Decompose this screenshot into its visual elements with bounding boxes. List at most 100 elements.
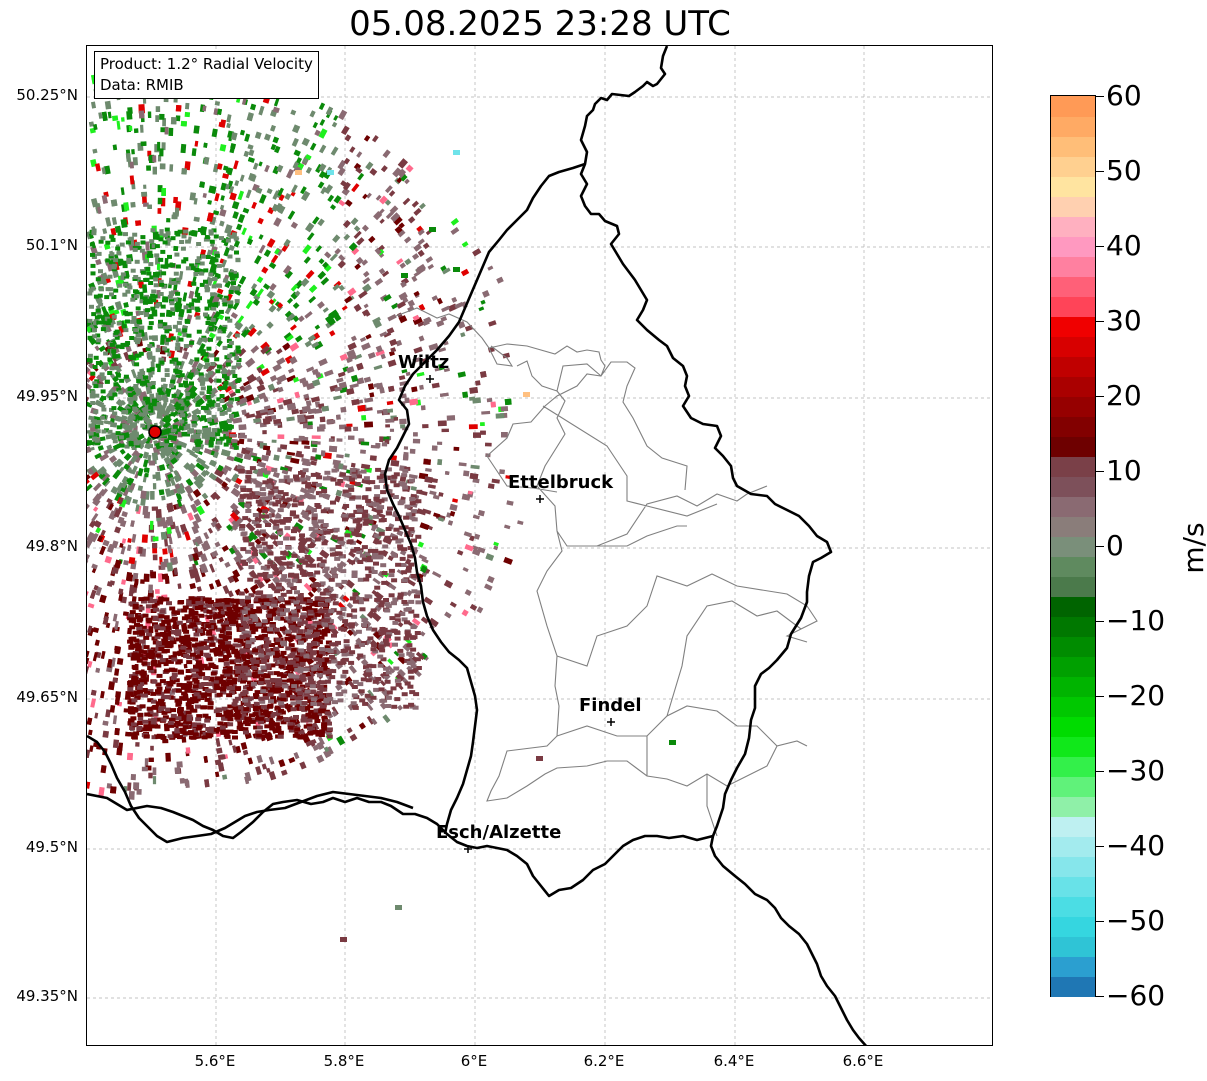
radar-echo bbox=[175, 115, 181, 122]
radar-echo bbox=[247, 327, 257, 337]
radar-echo bbox=[382, 408, 388, 416]
radar-echo bbox=[313, 340, 324, 351]
radar-echo bbox=[148, 626, 154, 634]
radar-echo bbox=[325, 611, 332, 616]
radar-echo bbox=[226, 693, 233, 698]
radar-echo bbox=[303, 256, 311, 264]
radar-echo bbox=[219, 598, 226, 603]
radar-echo bbox=[239, 129, 246, 136]
radar-echo bbox=[207, 376, 215, 384]
radar-echo bbox=[272, 525, 279, 530]
radar-echo bbox=[240, 700, 247, 705]
radar-echo bbox=[238, 434, 247, 439]
radar-echo bbox=[142, 719, 149, 724]
radar-echo bbox=[325, 106, 334, 116]
radar-echo bbox=[305, 382, 315, 391]
radar-echo bbox=[267, 711, 273, 716]
radar-echo bbox=[168, 537, 173, 545]
radar-echo bbox=[231, 730, 238, 734]
radar-echo bbox=[283, 618, 290, 623]
radar-echo bbox=[207, 733, 214, 738]
radar-echo bbox=[450, 227, 460, 235]
radar-echo bbox=[461, 241, 469, 248]
radar-echo bbox=[324, 251, 332, 259]
radar-echo bbox=[296, 680, 303, 685]
radar-echo bbox=[169, 489, 175, 496]
radar-echo bbox=[229, 660, 236, 665]
radar-echo bbox=[127, 782, 132, 791]
radar-echo bbox=[359, 336, 367, 343]
radar-echo bbox=[379, 387, 385, 394]
radar-echo bbox=[121, 579, 127, 585]
radar-echo bbox=[319, 119, 326, 126]
radar-echo bbox=[170, 655, 177, 660]
radar-echo bbox=[211, 606, 218, 611]
radar-echo bbox=[366, 610, 376, 619]
radar-echo bbox=[344, 426, 352, 432]
radar-echo bbox=[160, 561, 166, 570]
radar-echo bbox=[169, 164, 174, 172]
radar-echo bbox=[94, 452, 102, 460]
radar-echo bbox=[107, 503, 114, 511]
radar-echo bbox=[201, 542, 209, 552]
radar-echo bbox=[331, 633, 337, 638]
radar-echo bbox=[469, 386, 479, 394]
radar-echo bbox=[310, 460, 317, 466]
radar-echo bbox=[332, 234, 341, 243]
radar-echo bbox=[223, 465, 232, 472]
radar-echo bbox=[147, 712, 154, 717]
radar-echo bbox=[136, 685, 143, 690]
radar-echo bbox=[256, 384, 264, 392]
radar-echo bbox=[231, 544, 238, 553]
radar-echo bbox=[473, 533, 481, 540]
radar-echo bbox=[170, 457, 178, 465]
radar-echo bbox=[247, 680, 253, 685]
radar-echo bbox=[414, 594, 420, 599]
radar-echo bbox=[356, 474, 362, 479]
radar-echo bbox=[133, 782, 140, 790]
radar-echo bbox=[97, 535, 103, 543]
radar-echo bbox=[87, 660, 93, 668]
radar-echo bbox=[287, 722, 294, 727]
radar-echo bbox=[218, 633, 225, 638]
radar-echo bbox=[332, 574, 338, 579]
radar-echo bbox=[279, 703, 286, 708]
radar-echo bbox=[205, 602, 212, 607]
radar-echo bbox=[317, 666, 324, 671]
map-panel[interactable]: Wiltz Ettelbruck Findel Esch/Alzette bbox=[86, 45, 993, 1046]
radar-echo bbox=[253, 657, 260, 662]
radar-echo bbox=[373, 631, 382, 640]
radar-echo bbox=[428, 343, 439, 351]
radar-echo bbox=[277, 205, 286, 215]
radar-echo bbox=[187, 624, 194, 629]
radar-echo bbox=[214, 193, 220, 202]
radar-echo bbox=[151, 717, 158, 722]
radar-echo bbox=[203, 448, 213, 455]
radar-echo bbox=[307, 591, 315, 598]
radar-echo bbox=[252, 617, 259, 622]
radar-echo bbox=[393, 472, 400, 477]
radar-echo bbox=[408, 599, 415, 604]
radar-echo bbox=[419, 384, 424, 390]
radar-echo bbox=[406, 589, 413, 597]
radar-echo bbox=[159, 641, 165, 646]
radar-echo bbox=[243, 624, 250, 629]
radar-echo bbox=[422, 242, 430, 250]
radar-echo bbox=[128, 645, 135, 650]
radar-echo bbox=[387, 408, 394, 413]
radar-echo bbox=[125, 575, 132, 581]
radar-echo bbox=[410, 486, 417, 491]
radar-echo bbox=[268, 713, 275, 718]
radar-echo bbox=[176, 531, 182, 539]
radar-echo bbox=[261, 686, 268, 691]
radar-echo bbox=[357, 682, 364, 687]
radar-echo bbox=[378, 252, 385, 258]
radar-echo bbox=[138, 606, 145, 611]
radar-echo bbox=[108, 510, 117, 520]
radar-echo bbox=[308, 714, 314, 719]
radar-echo bbox=[111, 115, 119, 122]
radar-echo bbox=[374, 247, 382, 255]
radar-echo bbox=[290, 221, 299, 229]
radar-echo bbox=[353, 426, 359, 431]
radar-echo bbox=[242, 654, 249, 659]
